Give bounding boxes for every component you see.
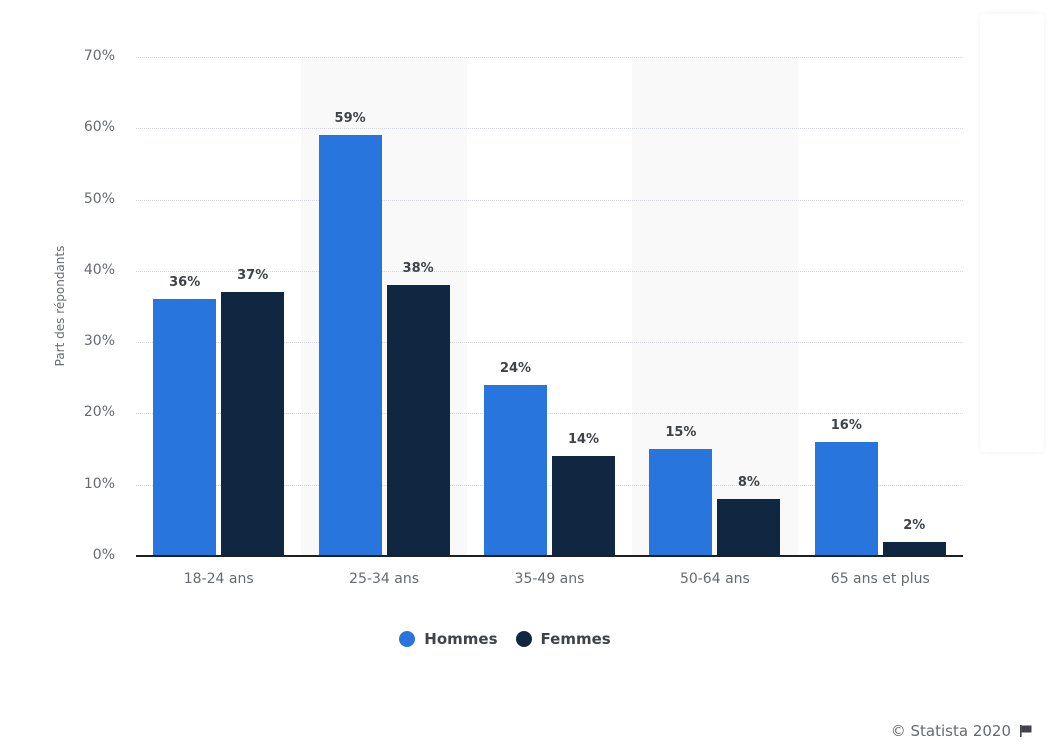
legend-item-hommes[interactable]: Hommes <box>399 630 498 648</box>
data-label: 36% <box>169 275 201 291</box>
data-label: 38% <box>402 261 434 277</box>
bar-femmes[interactable] <box>221 292 285 556</box>
y-tick-label: 30% <box>83 333 115 350</box>
legend-label: Femmes <box>540 630 611 648</box>
statista-credit[interactable]: © Statista 2020 <box>891 722 1033 740</box>
y-tick-label: 50% <box>83 190 115 207</box>
side-panel <box>980 14 1044 452</box>
credit-text: © Statista 2020 <box>890 722 1011 740</box>
y-tick-label: 10% <box>83 475 115 492</box>
data-label: 15% <box>665 425 697 441</box>
legend-dot-icon <box>515 631 532 647</box>
data-label: 37% <box>237 268 269 284</box>
x-axis-line <box>136 555 963 557</box>
y-tick-label: 0% <box>92 547 115 563</box>
y-tick-label: 60% <box>83 119 115 136</box>
legend-label: Hommes <box>424 630 498 648</box>
y-tick-label: 40% <box>83 261 115 278</box>
bar-hommes[interactable] <box>153 299 217 556</box>
data-label: 14% <box>567 432 600 448</box>
gridline <box>136 128 963 130</box>
bar-femmes[interactable] <box>882 541 946 556</box>
bar-femmes[interactable] <box>386 285 450 556</box>
flag-icon[interactable] <box>1019 724 1033 738</box>
x-tick-label: 50-64 ans <box>679 571 750 587</box>
legend-dot-icon <box>399 631 416 647</box>
x-tick-label: 65 ans et plus <box>830 571 930 587</box>
y-tick-label: 20% <box>83 404 115 421</box>
legend-item-femmes[interactable]: Femmes <box>515 630 611 648</box>
x-tick-label: 25-34 ans <box>349 571 420 587</box>
gridline <box>136 199 963 201</box>
data-label: 8% <box>737 474 760 490</box>
data-label: 2% <box>903 517 926 533</box>
gridline <box>136 342 963 344</box>
bar-hommes[interactable] <box>814 441 878 556</box>
bar-hommes[interactable] <box>318 135 382 556</box>
data-label: 59% <box>334 111 366 127</box>
y-tick-label: 70% <box>83 48 115 64</box>
gridline <box>136 270 963 272</box>
bar-hommes[interactable] <box>649 449 713 556</box>
x-tick-label: 18-24 ans <box>183 571 254 587</box>
plot-area: 36% 37% 59% 38% 24% 14% 15% 8% 16% 2% <box>136 57 963 557</box>
legend: Hommes Femmes <box>0 630 1010 648</box>
bar-hommes[interactable] <box>484 384 547 556</box>
bar-femmes[interactable] <box>552 456 615 556</box>
gridline <box>136 413 963 415</box>
data-label: 24% <box>499 360 532 376</box>
bar-femmes[interactable] <box>717 498 781 556</box>
gridline <box>136 484 963 486</box>
x-tick-label: 35-49 ans <box>514 571 585 587</box>
data-label: 16% <box>830 417 862 433</box>
gridline <box>136 57 963 58</box>
